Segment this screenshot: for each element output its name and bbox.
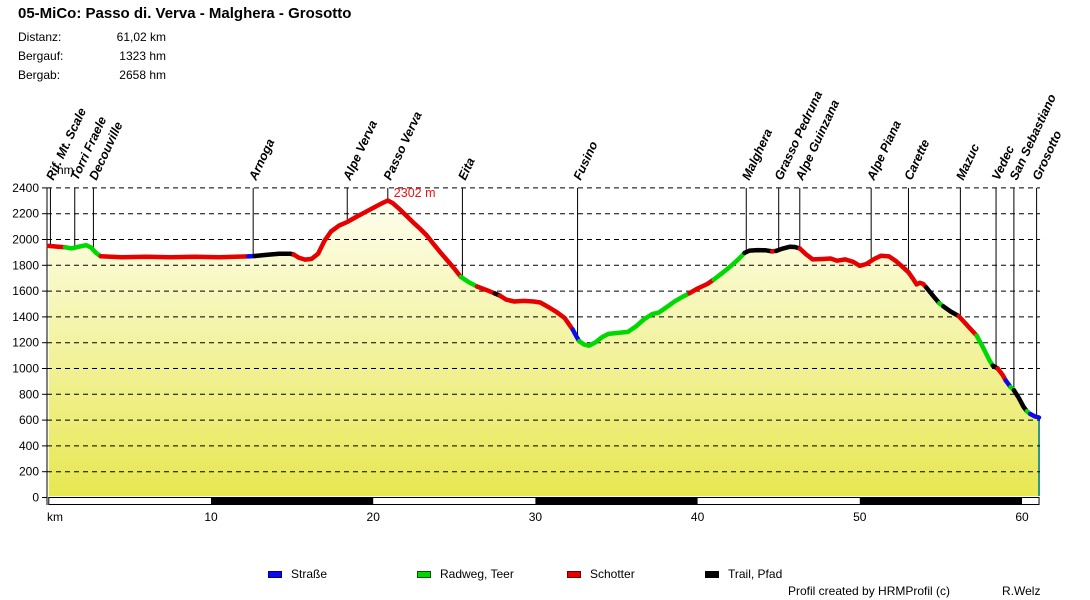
profile-segment-schotter [956,313,979,338]
waypoint-label-6: Eita [455,156,477,183]
stat-bergab: Bergab: 2658 hm [18,68,166,83]
x-tick-label-60: 60 [1015,510,1029,524]
profile-segment-radweg [576,290,692,348]
stat-bergauf: Bergauf: 1323 hm [18,49,166,64]
trail-swatch-icon [705,570,719,578]
profile-segment-radweg [711,250,747,282]
y-tick-label-1600: 1600 [12,284,39,298]
profile-segment-trail [252,251,296,259]
legend-item-schotter: Schotter [567,567,635,581]
profile-segment-trail [742,247,775,256]
radweg-swatch-icon [417,570,431,578]
legend-label-schotter: Schotter [590,567,635,581]
x-tick-label-20: 20 [367,510,381,524]
profile-segment-trail [924,285,942,306]
page-title: 05-MiCo: Passo di. Verva - Malghera - Gr… [18,5,352,22]
waypoint-label-11: Alpe Piana [864,118,904,183]
y-tick-label-1400: 1400 [12,310,39,324]
y-tick-label-1000: 1000 [12,362,39,376]
waypoint-label-3: Arnoga [246,137,278,184]
profile-segment-strasse [1027,411,1042,420]
profile-segment-schotter [687,277,717,296]
y-tick-label-1200: 1200 [12,336,39,350]
legend-label-radweg: Radweg, Teer [440,567,514,581]
y-tick-label-600: 600 [19,413,39,427]
profile-segment-schotter [474,284,498,296]
profile-segment-radweg [62,242,103,259]
profile-segment-schotter [797,246,929,290]
schotter-swatch-icon [567,570,581,578]
y-axis-title: hm [57,163,74,177]
legend-label-strasse: Straße [291,567,328,581]
x-tick-label-30: 30 [529,510,543,524]
legend-item-radweg: Radweg, Teer [417,567,514,581]
waypoint-label-13: Mazuc [953,142,982,183]
profile-segment-radweg [458,274,480,289]
peak-annotation: 2302 m [394,186,436,200]
x-tick-label-40: 40 [691,510,705,524]
y-tick-label-2400: 2400 [12,181,39,195]
waypoint-label-8: Malghera [739,127,775,183]
profile-segment-radweg [974,333,996,368]
waypoint-label-4: Alpe Verva [340,118,380,183]
stat-distanz-value: 61,02 km [116,30,166,44]
legend-item-trail: Trail, Pfad [705,567,782,581]
waypoint-label-5: Passo Verva [381,109,425,182]
author-text: R.Welz [1002,584,1041,598]
profile-segment-trail [941,304,961,319]
profile-segment-schotter [98,254,251,260]
y-tick-label-2200: 2200 [12,207,39,221]
y-tick-label-0: 0 [32,491,39,505]
stat-bergab-value: 2658 hm [119,68,166,82]
x-axis-title: km [47,510,63,524]
elevation-fill [48,200,1040,496]
y-tick-label-200: 200 [19,465,39,479]
stat-distanz: Distanz: 61,02 km [18,30,166,45]
waypoint-label-7: Fusino [571,139,601,182]
profile-segment-trail [1011,387,1030,414]
legend-label-trail: Trail, Pfad [728,567,783,581]
y-tick-label-400: 400 [19,439,39,453]
stat-bergauf-value: 1323 hm [119,49,166,63]
profile-segment-schotter [46,243,68,250]
profile-segment-schotter [291,198,464,280]
distance-bar-black-segment [211,497,374,505]
legend-item-strasse: Straße [268,567,327,581]
strasse-swatch-icon [268,570,282,578]
x-tick-label-10: 10 [204,510,218,524]
waypoint-label-12: Carette [901,137,932,182]
y-tick-label-2000: 2000 [12,233,39,247]
y-tick-label-1800: 1800 [12,258,39,272]
profile-segment-schotter [995,366,1009,383]
y-tick-label-800: 800 [19,387,39,401]
credit-text: Profil created by HRMProfil (c) [788,584,951,598]
distance-bar-black-segment [535,497,698,505]
distance-bar-black-segment [859,497,1022,505]
stat-distanz-label: Distanz: [18,30,62,44]
x-tick-label-50: 50 [853,510,867,524]
stat-bergauf-label: Bergauf: [18,49,64,63]
profile-segment-schotter [497,293,575,332]
stat-bergab-label: Bergab: [18,68,61,82]
profile-segment-trail [774,244,803,254]
